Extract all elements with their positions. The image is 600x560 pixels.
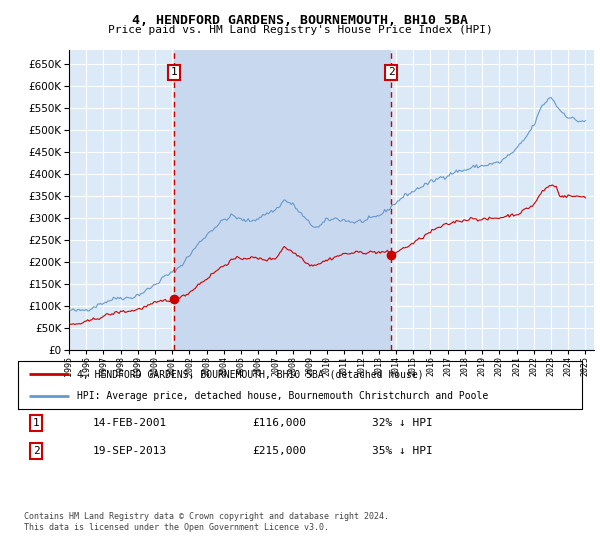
Text: 1: 1 (32, 418, 40, 428)
Text: 2: 2 (388, 67, 395, 77)
Text: £116,000: £116,000 (252, 418, 306, 428)
Text: 2: 2 (32, 446, 40, 456)
Text: 4, HENDFORD GARDENS, BOURNEMOUTH, BH10 5BA (detached house): 4, HENDFORD GARDENS, BOURNEMOUTH, BH10 5… (77, 369, 424, 379)
Text: £215,000: £215,000 (252, 446, 306, 456)
Text: 1: 1 (171, 67, 178, 77)
Text: 14-FEB-2001: 14-FEB-2001 (93, 418, 167, 428)
Text: 19-SEP-2013: 19-SEP-2013 (93, 446, 167, 456)
Text: HPI: Average price, detached house, Bournemouth Christchurch and Poole: HPI: Average price, detached house, Bour… (77, 391, 488, 401)
Text: 32% ↓ HPI: 32% ↓ HPI (372, 418, 433, 428)
Text: Price paid vs. HM Land Registry's House Price Index (HPI): Price paid vs. HM Land Registry's House … (107, 25, 493, 35)
Bar (175, 50, 391, 350)
Text: Contains HM Land Registry data © Crown copyright and database right 2024.
This d: Contains HM Land Registry data © Crown c… (24, 512, 389, 532)
Text: 4, HENDFORD GARDENS, BOURNEMOUTH, BH10 5BA: 4, HENDFORD GARDENS, BOURNEMOUTH, BH10 5… (132, 14, 468, 27)
Text: 35% ↓ HPI: 35% ↓ HPI (372, 446, 433, 456)
